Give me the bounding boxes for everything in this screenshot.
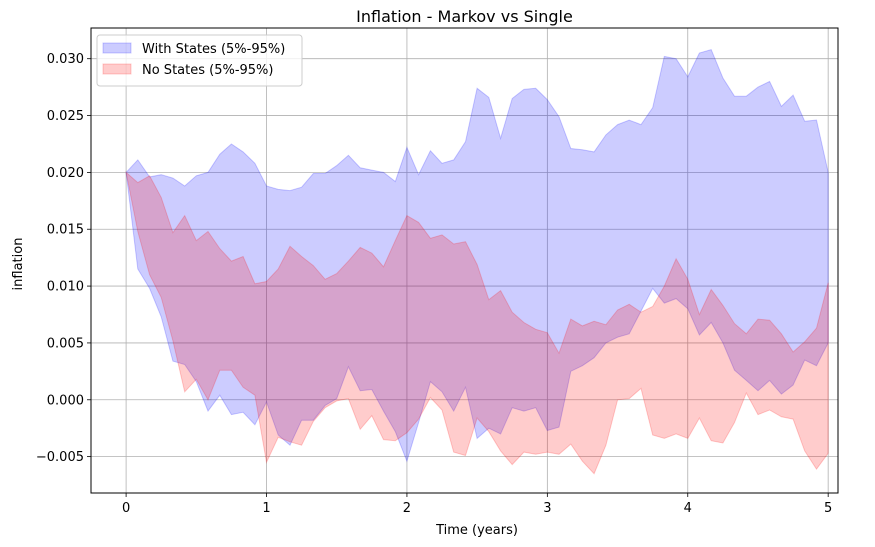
x-tick-label: 1 bbox=[262, 501, 270, 516]
chart-title: Inflation - Markov vs Single bbox=[356, 7, 573, 26]
x-ticks: 0 1 2 3 4 5 bbox=[122, 493, 832, 516]
bands bbox=[125, 48, 829, 475]
y-tick-label: 0.000 bbox=[47, 393, 84, 408]
x-tick-label: 4 bbox=[684, 501, 692, 516]
band-no-states bbox=[125, 171, 829, 475]
y-tick-label: −0.005 bbox=[36, 450, 84, 465]
x-tick-label: 5 bbox=[824, 501, 832, 516]
x-tick-label: 0 bbox=[122, 501, 130, 516]
plot-frame bbox=[90, 27, 839, 494]
x-tick-label: 2 bbox=[403, 501, 411, 516]
y-tick-label: 0.015 bbox=[47, 223, 84, 238]
y-tick-label: 0.025 bbox=[47, 109, 84, 124]
x-tick-label: 3 bbox=[543, 501, 551, 516]
y-tick-label: 0.005 bbox=[47, 336, 84, 351]
y-ticks: −0.005 0.000 0.005 0.010 0.015 0.020 0.025 0.03… bbox=[36, 52, 91, 465]
x-axis-label: Time (years) bbox=[435, 523, 518, 538]
legend-label-with-states: With States (5%-95%) bbox=[142, 42, 285, 57]
legend-frame bbox=[96, 34, 303, 87]
legend: With States (5%-95%) No States (5%-95%) bbox=[96, 34, 303, 87]
grid bbox=[91, 28, 838, 493]
y-tick-label: 0.010 bbox=[47, 280, 84, 295]
legend-label-no-states: No States (5%-95%) bbox=[142, 63, 273, 78]
legend-swatch-no-states bbox=[102, 63, 132, 75]
legend-swatch-with-states bbox=[102, 42, 132, 54]
y-axis-label: inflation bbox=[11, 238, 26, 291]
band-with-states bbox=[125, 48, 829, 463]
y-tick-label: 0.020 bbox=[47, 166, 84, 181]
y-tick-label: 0.030 bbox=[47, 52, 84, 67]
